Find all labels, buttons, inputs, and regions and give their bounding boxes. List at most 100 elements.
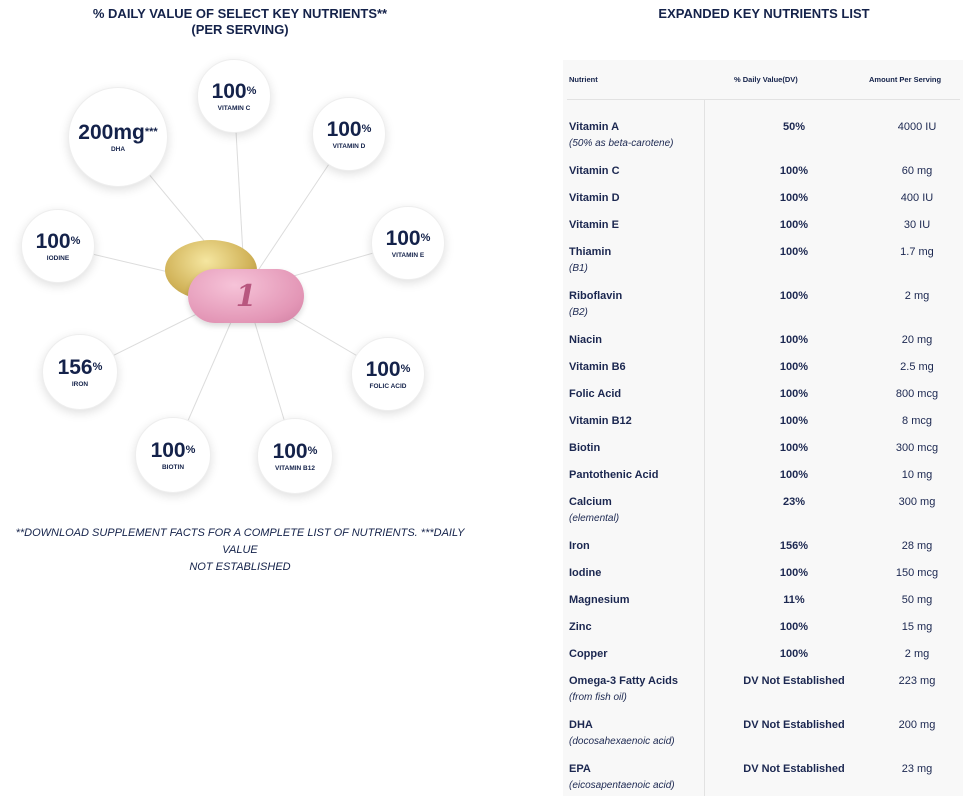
amount: 300 mcg: [895, 442, 939, 454]
column-divider: [704, 100, 705, 796]
amount: 23 mg: [901, 763, 933, 775]
nutrient-bubble: 100% VITAMIN C: [197, 59, 271, 133]
daily-value: 100%: [779, 442, 809, 454]
nutrient-bubble: 200mg*** DHA: [68, 87, 168, 187]
table-row: Thiamin (B1) 100% 1.7 mg: [569, 246, 963, 290]
amount: 4000 IU: [897, 121, 937, 133]
amount: 10 mg: [901, 469, 933, 481]
amount: 50 mg: [901, 594, 933, 606]
nutrient-name: Vitamin C: [569, 165, 620, 177]
amount: 8 mcg: [902, 415, 932, 427]
daily-value: DV Not Established: [743, 675, 845, 687]
table-row: Copper 100% 2 mg: [569, 648, 963, 675]
footnote-line-2: not established: [189, 561, 291, 573]
amount: 1.7 mg: [900, 246, 934, 258]
bubble-value: 100%: [326, 117, 372, 141]
table-row: Folic Acid 100% 800 mcg: [569, 388, 963, 415]
bubble-value: 100%: [35, 229, 81, 253]
daily-value: 100%: [779, 567, 809, 579]
table-row: Vitamin E 100% 30 IU: [569, 219, 963, 246]
table-row: Calcium (elemental) 23% 300 mg: [569, 496, 963, 540]
nutrient-note: (eicosapentaenoic acid): [569, 780, 675, 791]
amount: 30 IU: [903, 219, 931, 231]
daily-value: 23%: [782, 496, 806, 508]
bubble-label: IODINE: [46, 254, 70, 262]
table-row: EPA (eicosapentaenoic acid) DV Not Establi…: [569, 763, 963, 807]
table-row: Magnesium 11% 50 mg: [569, 594, 963, 621]
nutrient-name: Niacin: [569, 334, 603, 346]
table-row: Niacin 100% 20 mg: [569, 334, 963, 361]
bubble-label: VITAMIN E: [391, 251, 425, 259]
daily-value: 100%: [779, 219, 809, 231]
nutrient-name: Thiamin: [569, 246, 612, 258]
bubble-value: 100%: [272, 439, 318, 463]
table-row: Riboflavin (B2) 100% 2 mg: [569, 290, 963, 334]
nutrient-name: Copper: [569, 648, 608, 660]
nutrient-note: (elemental): [569, 513, 620, 524]
bubble-label: DHA: [110, 145, 126, 153]
nutrient-bubble: 100% VITAMIN E: [371, 206, 445, 280]
daily-value: 100%: [779, 648, 809, 660]
nutrient-name: Biotin: [569, 442, 601, 454]
table-row: Biotin 100% 300 mcg: [569, 442, 963, 469]
nutrient-note: (from fish oil): [569, 692, 627, 703]
table-row: Iodine 100% 150 mcg: [569, 567, 963, 594]
amount: 400 IU: [900, 192, 934, 204]
nutrient-bubble: 100% IODINE: [21, 209, 95, 283]
amount: 60 mg: [901, 165, 933, 177]
amount: 2.5 mg: [900, 361, 934, 373]
daily-value: 100%: [779, 290, 809, 302]
nutrient-bubble: 100% VITAMIN D: [312, 97, 386, 171]
nutrient-name: Vitamin B6: [569, 361, 626, 373]
table-row: Vitamin B6 100% 2.5 mg: [569, 361, 963, 388]
table-row: Omega-3 Fatty Acids (from fish oil) DV Not…: [569, 675, 963, 719]
header-dv: % Daily Value(DV): [734, 75, 798, 84]
nutrient-note: (docosahexaenoic acid): [569, 736, 675, 747]
table-row: Pantothenic Acid 100% 10 mg: [569, 469, 963, 496]
title-line-1: % DAILY VALUE OF SELECT KEY NUTRIENTS**: [92, 6, 388, 21]
daily-value: 100%: [779, 469, 809, 481]
nutrient-name: Calcium: [569, 496, 612, 508]
daily-value: 100%: [779, 621, 809, 633]
nutrient-name: Folic Acid: [569, 388, 622, 400]
bubble-label: VITAMIN D: [332, 142, 366, 150]
bubble-value: 100%: [385, 226, 431, 250]
nutrient-note: (50% as beta-carotene): [569, 138, 674, 149]
nutrients-table-panel: [563, 60, 963, 796]
title-line-2: (PER SERVING): [191, 22, 289, 37]
header-divider: [567, 99, 960, 100]
left-title: % DAILY VALUE OF SELECT KEY NUTRIENTS** …: [0, 6, 480, 38]
daily-value: 100%: [779, 165, 809, 177]
amount: 223 mg: [898, 675, 936, 687]
nutrient-name: Iron: [569, 540, 590, 552]
right-title: EXPANDED KEY NUTRIENTS LIST: [658, 6, 870, 21]
daily-value: 100%: [779, 334, 809, 346]
nutrient-name: Iodine: [569, 567, 602, 579]
table-row: Vitamin D 100% 400 IU: [569, 192, 963, 219]
nutrient-name: Magnesium: [569, 594, 630, 606]
nutrient-name: Riboflavin: [569, 290, 623, 302]
nutrient-bubble: 100% BIOTIN: [135, 417, 211, 493]
table-row: Zinc 100% 15 mg: [569, 621, 963, 648]
table-row: Vitamin A (50% as beta-carotene) 50% 4000 I…: [569, 121, 963, 165]
table-row: Iron 156% 28 mg: [569, 540, 963, 567]
bubble-value: 100%: [365, 357, 411, 381]
bubble-label: BIOTIN: [161, 463, 185, 471]
daily-value: 50%: [782, 121, 806, 133]
daily-value: 100%: [779, 361, 809, 373]
daily-value: 100%: [779, 415, 809, 427]
bubble-label: FOLIC ACID: [369, 382, 407, 390]
daily-value: DV Not Established: [743, 763, 845, 775]
bubble-value: 156%: [57, 355, 103, 379]
daily-value: 11%: [783, 594, 805, 606]
pill-image: 1: [188, 269, 304, 323]
nutrient-name: Pantothenic Acid: [569, 469, 659, 481]
nutrient-name: Vitamin A: [569, 121, 620, 133]
bubble-label: IRON: [71, 380, 89, 388]
amount: 200 mg: [898, 719, 936, 731]
daily-value: DV Not Established: [743, 719, 845, 731]
footnote: **Download supplement facts for a comple…: [0, 525, 480, 576]
nutrient-name: EPA: [569, 763, 591, 775]
header-nutrient: Nutrient: [569, 75, 598, 84]
nutrient-note: (B1): [569, 263, 588, 274]
